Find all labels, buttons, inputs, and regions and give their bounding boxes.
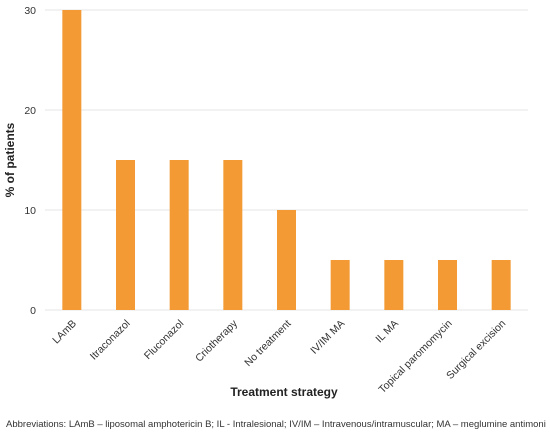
x-tick-label: Itraconazol [88, 318, 133, 363]
footnote: Abbreviations: LAmB – liposomal amphoter… [6, 419, 546, 430]
y-tick-label: 10 [24, 205, 36, 217]
bar-4 [277, 210, 296, 310]
bar-6 [384, 260, 404, 310]
x-tick-label: Criotherapy [193, 317, 240, 364]
y-axis-title: % of patients [3, 122, 17, 197]
bar-2 [169, 160, 189, 310]
x-tick-label: No treatment [242, 318, 293, 369]
bar-8 [491, 260, 511, 310]
x-axis-title: Treatment strategy [230, 385, 338, 399]
bars [62, 10, 511, 310]
bar-3 [223, 160, 243, 310]
x-tick-label: Surgical excision [444, 318, 508, 382]
x-tick-label: IL MA [373, 318, 401, 346]
x-tick-label: IV/IM MA [308, 318, 347, 357]
bar-7 [438, 260, 457, 310]
bar-5 [330, 260, 350, 310]
y-tick-label: 30 [24, 5, 36, 17]
y-tick-label: 0 [30, 305, 36, 317]
y-tick-labels: 0 10 20 30 [24, 5, 36, 317]
bar-1 [116, 160, 135, 310]
x-tick-label: LAmB [50, 318, 79, 347]
x-tick-label: Fluconazol [142, 318, 186, 362]
bar-0 [62, 10, 82, 310]
y-tick-label: 20 [24, 105, 36, 117]
